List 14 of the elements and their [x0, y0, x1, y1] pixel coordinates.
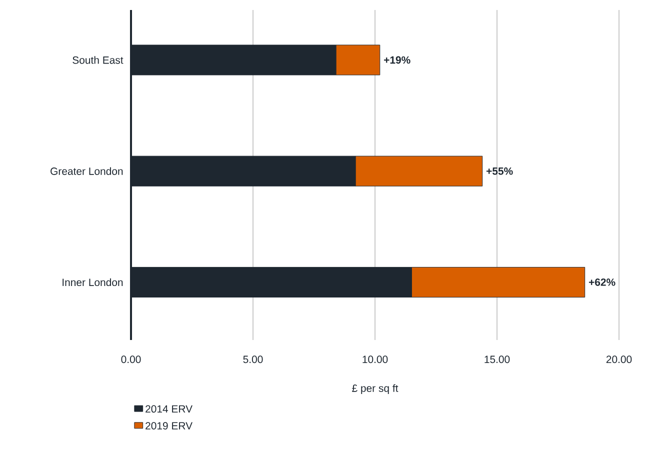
- y-tick-label: South East: [72, 56, 124, 64]
- y-tick-label: Greater London: [50, 167, 123, 175]
- y-tick-label: Inner London: [62, 278, 123, 286]
- x-tick-label: 20.00: [606, 356, 632, 364]
- annotation: +62%: [588, 278, 616, 286]
- x-tick-label: 15.00: [484, 356, 510, 364]
- annotation: +55%: [486, 167, 513, 175]
- legend-label: 2019 ERV: [146, 422, 192, 430]
- x-tick-label: 10.00: [362, 356, 388, 364]
- x-tick-label: 0.00: [121, 356, 141, 364]
- x-tick-label: 5.00: [243, 356, 263, 364]
- x-axis-title: £ per sq ft: [352, 384, 398, 394]
- annotation: +19%: [384, 56, 410, 64]
- legend-label: 2014 ERV: [146, 405, 192, 413]
